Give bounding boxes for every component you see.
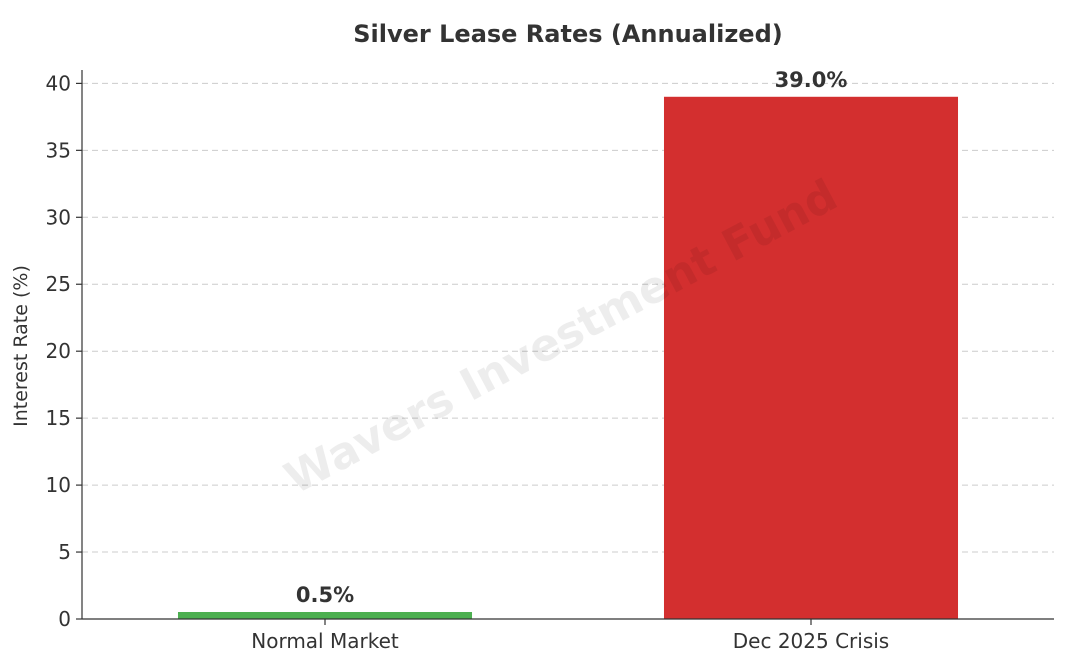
x-tick-label: Dec 2025 Crisis (733, 629, 889, 653)
bar-dec-2025-crisis (663, 96, 959, 619)
y-tick-label: 0 (58, 607, 71, 631)
y-tick-label: 30 (46, 205, 71, 229)
y-tick-label: 20 (46, 339, 71, 363)
y-tick-label: 10 (46, 473, 71, 497)
y-axis-label: Interest Rate (%) (10, 265, 32, 427)
y-tick-label: 25 (46, 272, 71, 296)
y-tick-label: 40 (46, 71, 71, 95)
y-tick-label: 35 (46, 138, 71, 162)
x-tick-label: Normal Market (251, 629, 399, 653)
y-tick-label: 5 (58, 540, 71, 564)
chart-title: Silver Lease Rates (Annualized) (353, 20, 782, 48)
labels: 0 5 10 15 20 25 30 35 40 0.5% Normal Market 39.0% De… (46, 68, 890, 653)
grid-lines (82, 82, 1054, 553)
axes (76, 70, 1054, 625)
bars (177, 96, 959, 619)
y-tick-label: 15 (46, 406, 71, 430)
data-label: 0.5% (296, 583, 354, 607)
bar-normal-market (177, 612, 473, 619)
data-label: 39.0% (775, 68, 848, 92)
